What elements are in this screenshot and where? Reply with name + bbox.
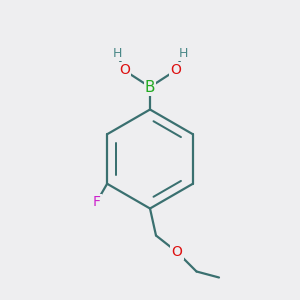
Text: F: F [93,195,101,209]
Text: H: H [178,47,188,61]
Text: H: H [112,47,122,61]
Text: O: O [172,245,182,259]
Text: B: B [145,80,155,94]
Text: O: O [170,64,181,77]
Text: O: O [119,64,130,77]
